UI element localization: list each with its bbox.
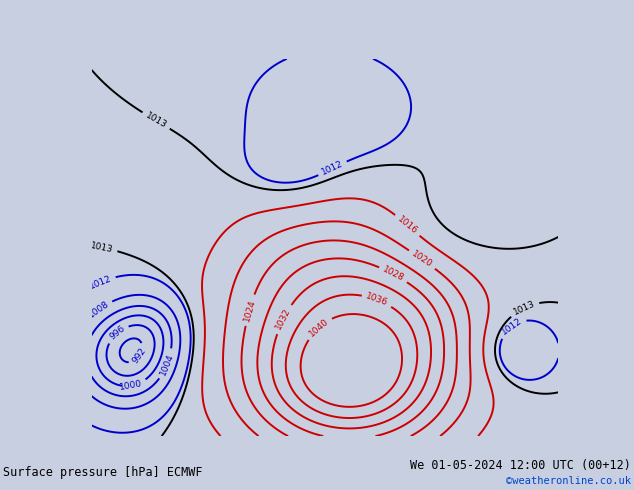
Text: 1032: 1032: [274, 307, 293, 331]
Text: 1040: 1040: [307, 317, 330, 339]
Text: 1036: 1036: [365, 292, 389, 308]
Text: 1008: 1008: [87, 299, 110, 320]
Text: 1000: 1000: [119, 379, 143, 392]
Text: We 01-05-2024 12:00 UTC (00+12): We 01-05-2024 12:00 UTC (00+12): [410, 459, 631, 472]
Text: 1013: 1013: [90, 241, 114, 254]
Text: 1012: 1012: [320, 159, 345, 177]
Text: ©weatheronline.co.uk: ©weatheronline.co.uk: [506, 476, 631, 486]
Text: 1004: 1004: [158, 352, 176, 376]
Text: 996: 996: [108, 324, 127, 342]
Text: 1016: 1016: [396, 215, 419, 236]
Text: 1013: 1013: [512, 299, 536, 317]
Text: Surface pressure [hPa] ECMWF: Surface pressure [hPa] ECMWF: [3, 466, 203, 479]
Text: 1012: 1012: [89, 274, 113, 291]
Text: 1013: 1013: [144, 111, 168, 130]
Text: 1024: 1024: [242, 298, 257, 322]
Text: 1012: 1012: [500, 316, 524, 337]
Text: 1028: 1028: [381, 265, 406, 283]
Text: 992: 992: [131, 346, 148, 366]
Text: 1020: 1020: [410, 249, 434, 270]
